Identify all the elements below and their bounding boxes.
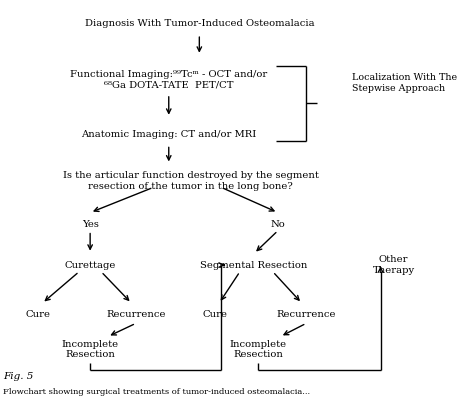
Text: Diagnosis With Tumor-Induced Osteomalacia: Diagnosis With Tumor-Induced Osteomalaci… bbox=[84, 20, 314, 28]
Text: Cure: Cure bbox=[202, 310, 227, 319]
Text: Cure: Cure bbox=[25, 310, 50, 319]
Text: Curettage: Curettage bbox=[64, 261, 116, 269]
Text: Other
Therapy: Other Therapy bbox=[373, 256, 415, 275]
Text: Anatomic Imaging: CT and/or MRI: Anatomic Imaging: CT and/or MRI bbox=[81, 131, 256, 139]
Text: Flowchart showing surgical treatments of tumor-induced osteomalacia...: Flowchart showing surgical treatments of… bbox=[3, 388, 310, 396]
Text: Is the articular function destroyed by the segment
resection of the tumor in the: Is the articular function destroyed by t… bbox=[63, 171, 319, 191]
Text: Localization With The
Stepwise Approach: Localization With The Stepwise Approach bbox=[352, 74, 457, 93]
Text: Recurrence: Recurrence bbox=[106, 310, 166, 319]
Text: Incomplete
Resection: Incomplete Resection bbox=[230, 339, 287, 359]
Text: Recurrence: Recurrence bbox=[277, 310, 336, 319]
Text: No: No bbox=[271, 220, 285, 229]
Text: Segmental Resection: Segmental Resection bbox=[200, 261, 308, 269]
Text: Incomplete
Resection: Incomplete Resection bbox=[62, 339, 118, 359]
Text: Fig. 5: Fig. 5 bbox=[3, 372, 33, 381]
Text: Yes: Yes bbox=[82, 220, 99, 229]
Text: Functional Imaging:⁹⁹Tcᵐ - OCT and/or
⁶⁸Ga DOTA-TATE  PET/CT: Functional Imaging:⁹⁹Tcᵐ - OCT and/or ⁶⁸… bbox=[70, 70, 267, 89]
